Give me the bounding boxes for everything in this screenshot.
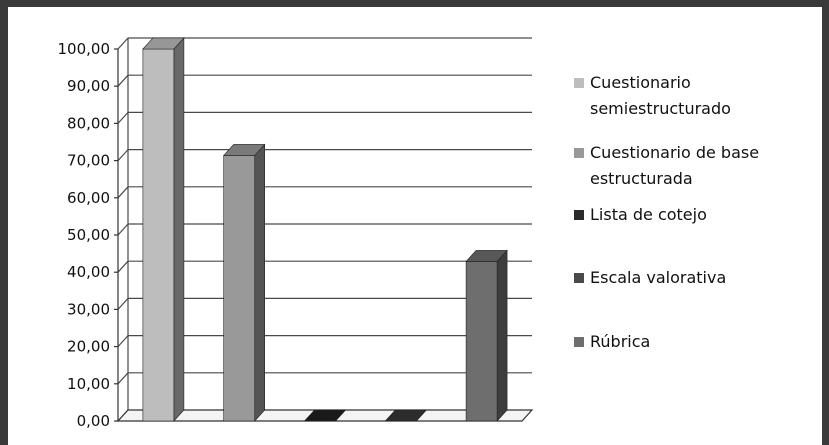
- legend-label: Lista de cotejo: [590, 205, 707, 224]
- legend-label: Rúbrica: [590, 332, 650, 351]
- y-tick-label: 50,00: [67, 226, 110, 244]
- y-tick-labels: 0,00 10,00 20,00 30,00 40,00 50,00 60,00 70,00 8…: [58, 40, 111, 430]
- legend-swatch: [574, 148, 584, 158]
- grid-depth: [117, 223, 129, 236]
- legend-item: Cuestionario semiestructurado: [574, 73, 731, 118]
- gridlines: [117, 37, 532, 422]
- legend-item: Lista de cotejo: [574, 205, 707, 224]
- y-tick-label: 80,00: [67, 114, 110, 132]
- grid-depth: [117, 149, 129, 162]
- bars: [142, 37, 508, 422]
- legend-swatch: [574, 78, 584, 88]
- y-tick-label: 90,00: [67, 77, 110, 95]
- y-tick-label: 20,00: [67, 338, 110, 356]
- bar: [223, 143, 266, 422]
- grid-depth: [117, 186, 129, 199]
- grid-depth: [117, 297, 129, 310]
- y-tick-label: 100,00: [58, 40, 111, 58]
- y-tick-label: 10,00: [67, 375, 110, 393]
- legend-item: Rúbrica: [574, 332, 650, 351]
- legend-label: estructurada: [590, 169, 693, 188]
- legend: CuestionariosemiestructuradoCuestionario…: [574, 73, 759, 351]
- y-tick-label: 30,00: [67, 300, 110, 318]
- legend-item: Escala valorativa: [574, 268, 726, 287]
- bar: [384, 409, 427, 422]
- bar: [303, 409, 347, 422]
- legend-item: Cuestionario de base estructurada: [574, 143, 759, 188]
- bar: [142, 37, 185, 422]
- grid-depth: [117, 372, 129, 385]
- grid-depth: [117, 74, 129, 87]
- grid-depth: [117, 335, 129, 348]
- grid-depth: [117, 111, 129, 124]
- y-tick-label: 70,00: [67, 152, 110, 170]
- legend-swatch: [574, 337, 584, 347]
- legend-label: Cuestionario: [590, 73, 691, 92]
- grid-depth: [117, 37, 129, 50]
- y-tick-label: 40,00: [67, 263, 110, 281]
- legend-label: Cuestionario de base: [590, 143, 759, 162]
- legend-label: semiestructurado: [590, 99, 731, 118]
- legend-swatch: [574, 210, 584, 220]
- legend-swatch: [574, 273, 584, 283]
- y-tick-label: 0,00: [77, 412, 110, 430]
- y-tick-label: 60,00: [67, 189, 110, 207]
- legend-label: Escala valorativa: [590, 268, 726, 287]
- bar: [465, 249, 508, 422]
- grid-depth: [117, 260, 129, 273]
